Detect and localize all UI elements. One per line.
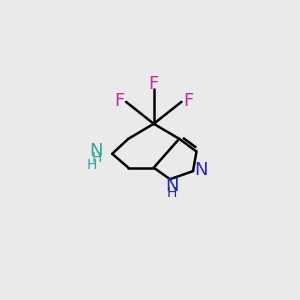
Text: H: H: [91, 152, 102, 165]
Text: F: F: [114, 92, 124, 110]
Text: F: F: [183, 92, 194, 110]
Text: N: N: [90, 142, 103, 160]
Text: N: N: [166, 177, 179, 195]
Text: F: F: [148, 75, 159, 93]
Text: N: N: [195, 161, 208, 179]
Text: H: H: [167, 186, 177, 200]
Text: H: H: [86, 158, 97, 172]
